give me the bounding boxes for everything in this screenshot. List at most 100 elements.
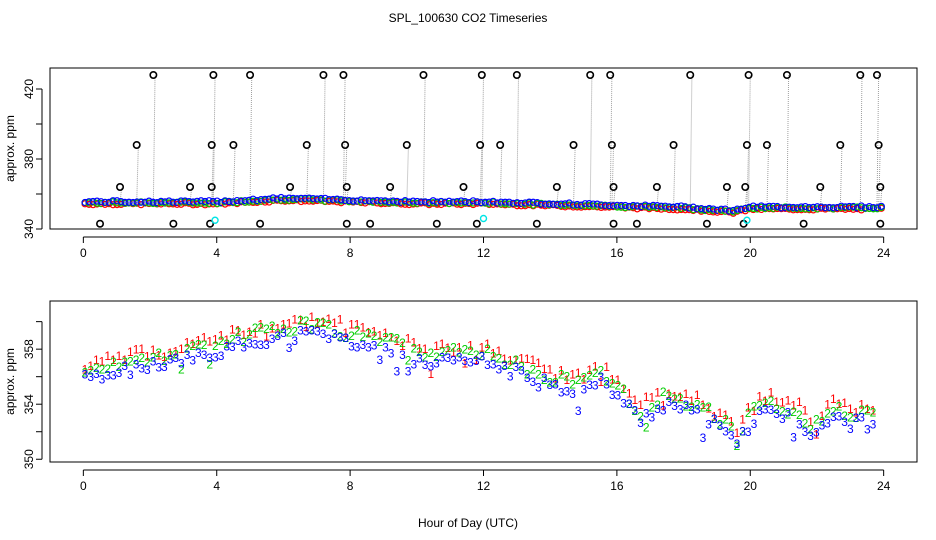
data-point-series-3: [117, 197, 125, 206]
data-point-series-1: 1: [274, 322, 281, 336]
data-point-series-1: 1: [116, 349, 123, 363]
data-point-series-1: 1: [133, 342, 140, 356]
data-point-series-2: 2: [490, 350, 497, 364]
data-point-series-1: 1: [223, 333, 230, 347]
data-point-series-3: [345, 196, 353, 205]
data-point-series-2: 2: [501, 358, 508, 372]
data-point-series-3: [361, 197, 369, 205]
data-point-series-3: 3: [683, 398, 690, 412]
data-point-series-1: [265, 198, 273, 206]
data-point-series-3: 3: [688, 403, 695, 417]
data-point-series-3: 3: [184, 348, 191, 362]
data-point-series-2: 2: [649, 401, 656, 415]
data-point-series-3: 3: [524, 371, 531, 385]
data-point-series-3: [745, 203, 753, 211]
data-point-series-2: 2: [581, 370, 588, 384]
data-point-series-3: [173, 198, 181, 207]
data-point-series-3: [177, 197, 185, 205]
data-point-series-2: 2: [734, 439, 741, 453]
data-point-series-2: 2: [677, 392, 684, 406]
data-point-series-1: 1: [110, 353, 117, 367]
data-point-series-3: [825, 203, 833, 212]
data-point-series-2: 2: [598, 364, 605, 378]
data-point-series-3: 3: [218, 349, 225, 363]
data-point-series-1: 1: [308, 310, 315, 324]
data-point-series-1: 1: [342, 326, 349, 340]
data-point-series-2: 2: [632, 404, 639, 418]
data-point-series-2: 2: [756, 398, 763, 412]
data-point-series-1: 1: [229, 323, 236, 337]
data-point-series-2: 2: [382, 330, 389, 344]
data-point-series-3: 3: [337, 331, 344, 345]
data-point-series-2: 2: [773, 402, 780, 416]
low-point: [366, 219, 375, 228]
data-point-series-3: 3: [671, 399, 678, 413]
x-tick-label: 4: [213, 246, 220, 260]
mid-spike-point: [229, 141, 238, 150]
data-point-series-3: [609, 202, 617, 210]
data-point-series-1: 1: [121, 353, 128, 367]
data-point-series-1: 1: [751, 404, 758, 418]
data-point-series-1: 1: [99, 354, 106, 368]
data-point-series-2: 2: [189, 339, 196, 353]
data-point-series-1: [681, 206, 689, 214]
y-tick-label: 350: [22, 449, 36, 469]
x-tick-label: 0: [80, 246, 87, 260]
data-point-series-3: 3: [768, 403, 775, 417]
data-point-series-3: 3: [286, 341, 293, 355]
data-point-series-3: 3: [376, 353, 383, 367]
data-point-series-1: 1: [416, 341, 423, 355]
x-tick-label: 12: [477, 479, 491, 493]
data-point-series-2: 2: [303, 314, 310, 328]
data-point-series-3: [149, 198, 157, 206]
data-point-series-3: 3: [167, 353, 174, 367]
mid-spike-point: [874, 141, 883, 150]
data-point-series-1: 1: [836, 397, 843, 411]
data-point-series-2: 2: [433, 350, 440, 364]
data-point-series-3: [129, 198, 137, 207]
data-point-series-2: 2: [167, 348, 174, 362]
data-point-series-3: [657, 202, 665, 210]
data-point-series-1: 1: [564, 373, 571, 387]
data-point-series-2: 2: [354, 324, 361, 338]
data-point-series-2: 2: [671, 392, 678, 406]
data-point-series-3: 3: [235, 334, 242, 348]
data-point-series-2: [689, 206, 697, 214]
data-point-series-3: [289, 194, 297, 202]
data-point-series-3: [369, 197, 377, 205]
data-point-series-2: [213, 199, 221, 208]
data-point-series-1: 1: [172, 345, 179, 359]
data-point-series-3: 3: [790, 430, 797, 444]
data-point-series-2: 2: [739, 425, 746, 439]
data-point-series-1: 1: [768, 386, 775, 400]
data-point-series-2: 2: [444, 343, 451, 357]
data-point-series-3: 3: [592, 378, 599, 392]
data-point-series-1: 1: [643, 390, 650, 404]
data-point-series-1: 1: [189, 337, 196, 351]
data-point-series-1: 1: [773, 395, 780, 409]
data-point-series-3: [485, 198, 493, 206]
data-point-series-3: 3: [325, 332, 332, 346]
data-point-series-3: [713, 206, 721, 214]
data-point-series-1: 1: [841, 396, 848, 410]
data-point-series-3: 3: [586, 378, 593, 392]
data-point-series-3: 3: [99, 372, 106, 386]
data-point-series-1: 1: [870, 403, 877, 417]
series-3: 3333333333333333333333333333333333333333…: [82, 323, 877, 451]
data-point-series-2: 2: [416, 345, 423, 359]
data-point-series-1: 1: [473, 353, 480, 367]
data-point-series-2: 2: [348, 329, 355, 343]
data-point-series-3: 3: [291, 334, 298, 348]
data-point-series-1: 1: [325, 312, 332, 326]
data-point-series-2: 2: [127, 354, 134, 368]
data-point-series-3: [101, 198, 109, 207]
data-point-series-1: 1: [632, 393, 639, 407]
data-point-series-3: 3: [637, 416, 644, 430]
data-point-series-1: 1: [762, 394, 769, 408]
data-point-series-1: 1: [246, 325, 253, 339]
data-point-series-3: 3: [393, 364, 400, 378]
spike-connector: [859, 74, 863, 209]
data-point-series-3: [601, 202, 609, 210]
data-point-series-3: 3: [745, 425, 752, 439]
data-point-series-2: 2: [586, 368, 593, 382]
